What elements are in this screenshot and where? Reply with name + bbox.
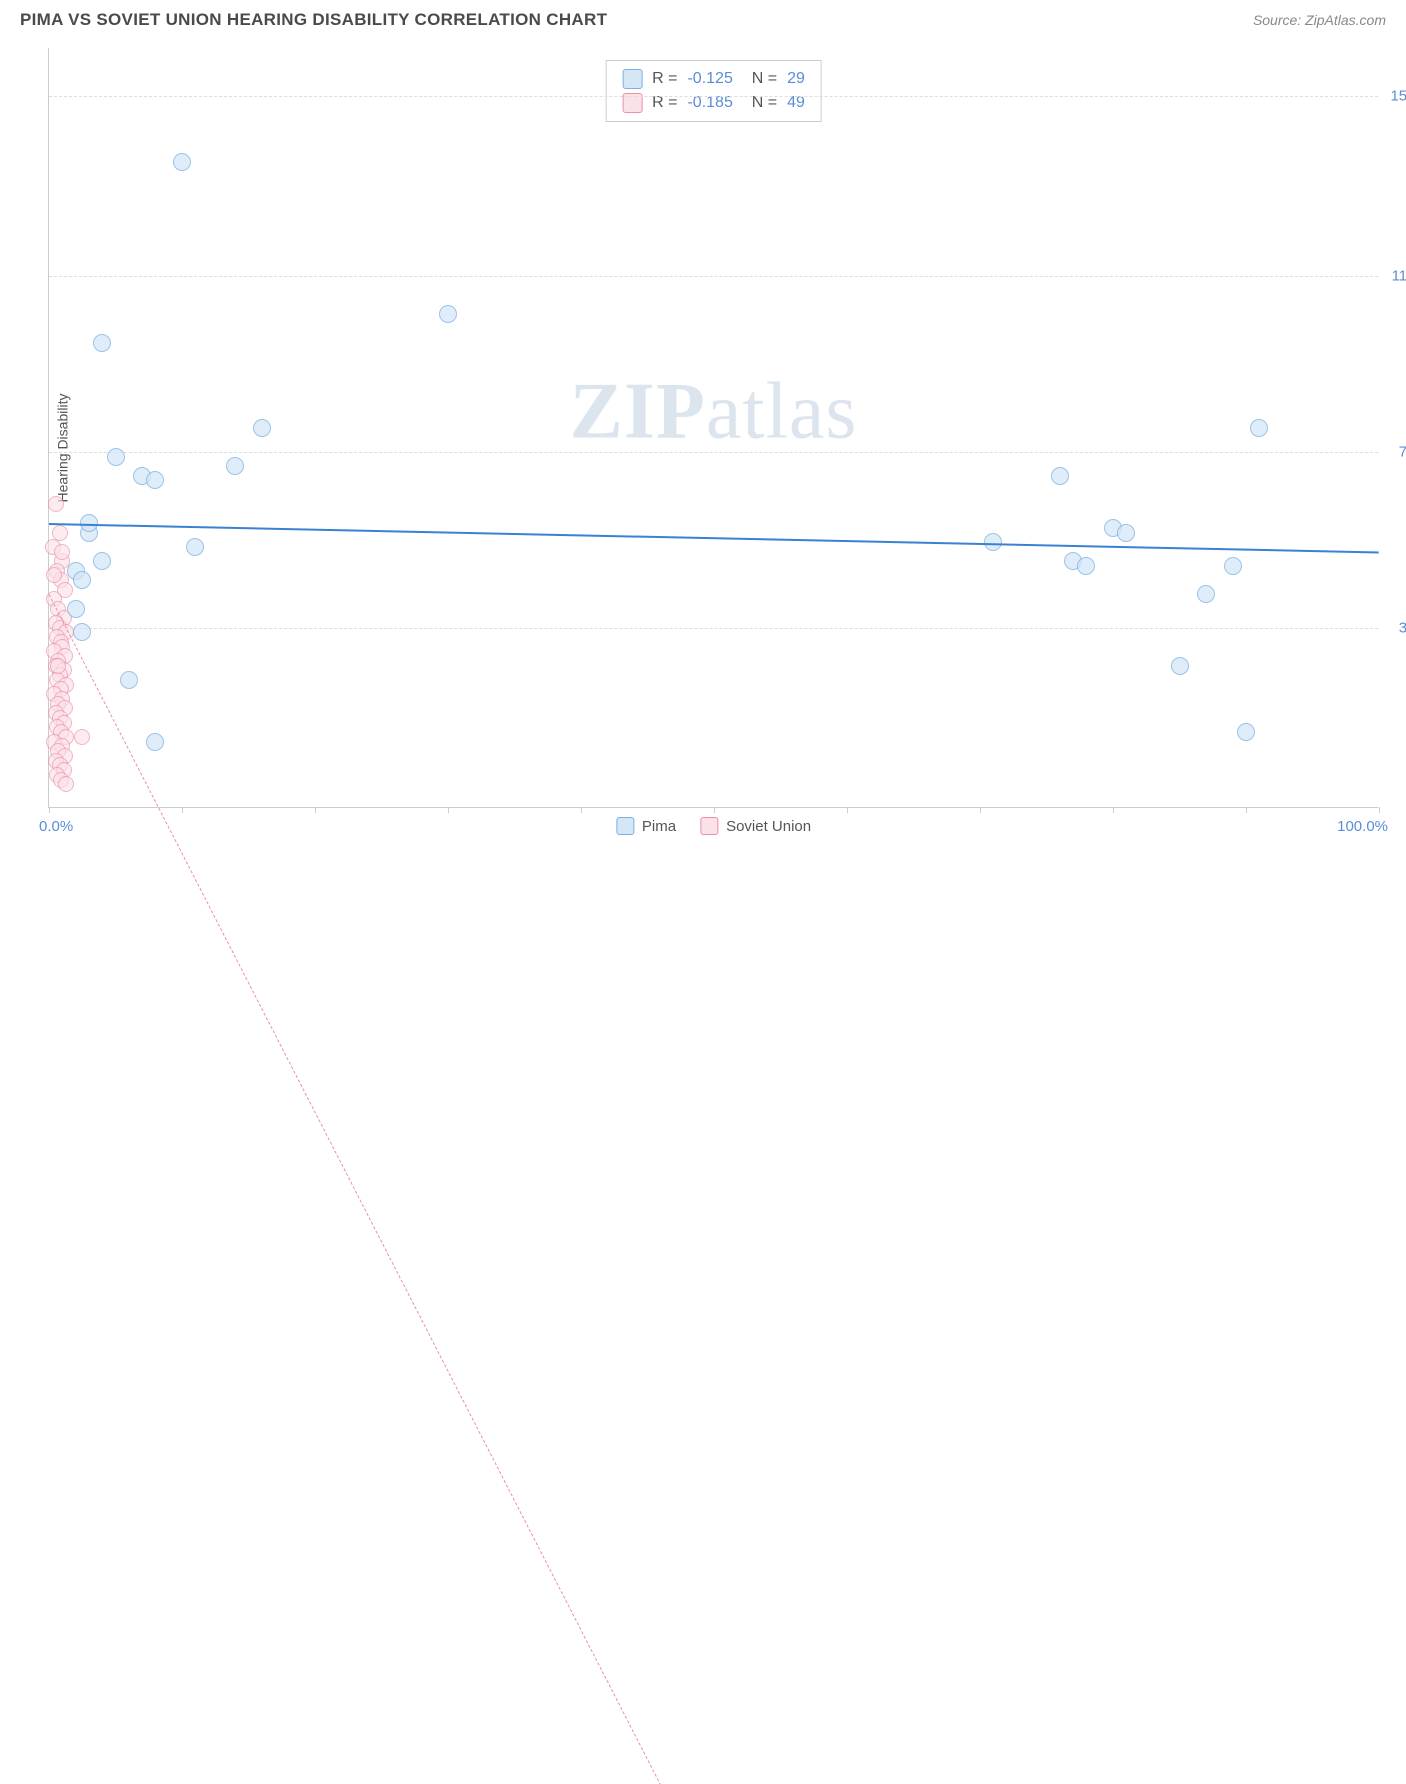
soviet-swatch-icon [700, 817, 718, 835]
gridline-h [49, 276, 1378, 277]
y-tick-label: 11.2% [1392, 268, 1406, 285]
pima-point [1224, 557, 1242, 575]
watermark: ZIPatlas [570, 367, 858, 458]
x-tick [182, 807, 183, 813]
pima-point [1171, 657, 1189, 675]
stats-r-label: R = [652, 94, 677, 112]
pima-point [120, 671, 138, 689]
stats-row-pima: R = -0.125 N = 29 [622, 67, 805, 91]
pima-point [226, 457, 244, 475]
pima-point [439, 305, 457, 323]
legend-item-soviet: Soviet Union [700, 817, 811, 835]
y-tick-label: 15.0% [1390, 87, 1406, 104]
stats-n-soviet: 49 [787, 94, 805, 112]
stats-n-label: N = [743, 70, 777, 88]
x-tick [1246, 807, 1247, 813]
pima-point [73, 571, 91, 589]
soviet-point [48, 496, 64, 512]
watermark-rest: atlas [706, 368, 858, 456]
x-max-label: 100.0% [1337, 818, 1388, 835]
x-tick [49, 807, 50, 813]
pima-point [253, 419, 271, 437]
y-tick-label: 7.5% [1399, 443, 1406, 460]
pima-point [146, 471, 164, 489]
watermark-bold: ZIP [570, 368, 706, 456]
soviet-point [74, 729, 90, 745]
gridline-h [49, 452, 1378, 453]
source-attribution: Source: ZipAtlas.com [1253, 12, 1386, 28]
x-tick [714, 807, 715, 813]
x-tick [1113, 807, 1114, 813]
plot-area: ZIPatlas R = -0.125 N = 29 R = -0.185 N … [48, 48, 1378, 808]
pima-point [93, 552, 111, 570]
chart-container: Hearing Disability ZIPatlas R = -0.125 N… [0, 38, 1406, 858]
pima-point [146, 733, 164, 751]
soviet-point [54, 544, 70, 560]
pima-point [186, 538, 204, 556]
stats-n-label: N = [743, 94, 777, 112]
chart-header: PIMA VS SOVIET UNION HEARING DISABILITY … [0, 0, 1406, 38]
pima-swatch-icon [616, 817, 634, 835]
pima-point [67, 600, 85, 618]
source-name: ZipAtlas.com [1305, 12, 1386, 28]
pima-point [93, 334, 111, 352]
soviet-point [46, 567, 62, 583]
gridline-h [49, 96, 1378, 97]
stats-n-pima: 29 [787, 70, 805, 88]
pima-point [107, 448, 125, 466]
chart-title: PIMA VS SOVIET UNION HEARING DISABILITY … [20, 10, 607, 30]
x-tick [1379, 807, 1380, 813]
pima-swatch-icon [622, 69, 642, 89]
pima-point [1117, 524, 1135, 542]
bottom-legend: Pima Soviet Union [616, 817, 811, 835]
legend-label-pima: Pima [642, 818, 676, 835]
pima-trend-line [49, 523, 1379, 553]
stats-legend-box: R = -0.125 N = 29 R = -0.185 N = 49 [605, 60, 822, 122]
soviet-trend-line [49, 595, 1380, 1784]
pima-point [984, 533, 1002, 551]
x-tick [315, 807, 316, 813]
stats-r-label: R = [652, 70, 677, 88]
x-tick [448, 807, 449, 813]
pima-point [73, 623, 91, 641]
soviet-point [58, 776, 74, 792]
source-prefix: Source: [1253, 12, 1305, 28]
pima-point [1237, 723, 1255, 741]
soviet-point [50, 658, 66, 674]
x-tick [847, 807, 848, 813]
y-tick-label: 3.8% [1399, 619, 1406, 636]
pima-point [1051, 467, 1069, 485]
x-tick [581, 807, 582, 813]
pima-point [1077, 557, 1095, 575]
gridline-h [49, 628, 1378, 629]
stats-r-soviet: -0.185 [687, 94, 732, 112]
legend-label-soviet: Soviet Union [726, 818, 811, 835]
pima-point [1250, 419, 1268, 437]
legend-item-pima: Pima [616, 817, 676, 835]
x-tick [980, 807, 981, 813]
stats-r-pima: -0.125 [687, 70, 732, 88]
pima-point [1197, 585, 1215, 603]
x-min-label: 0.0% [39, 818, 73, 835]
pima-point [173, 153, 191, 171]
